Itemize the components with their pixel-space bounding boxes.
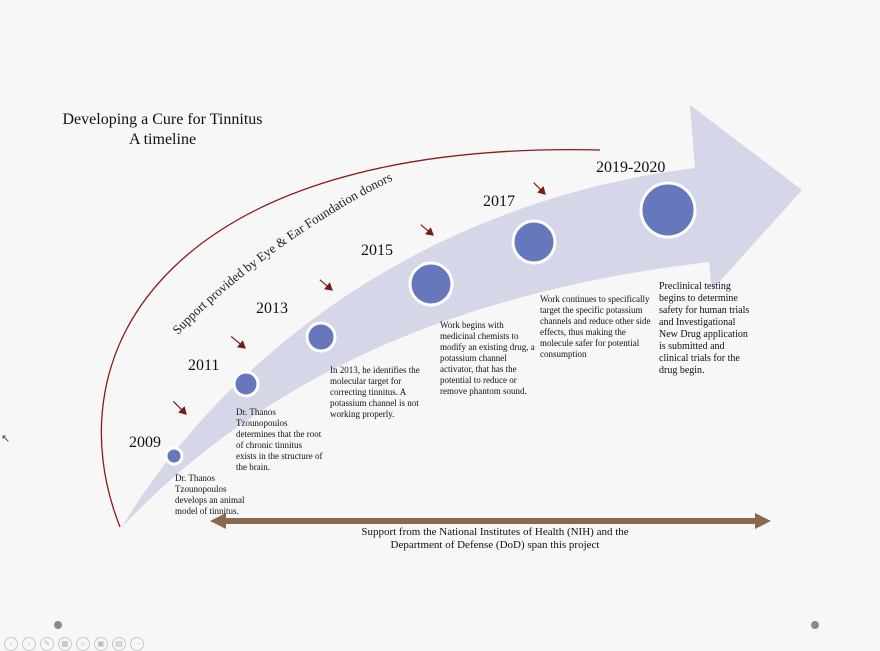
bottom-double-arrow — [210, 513, 771, 529]
curved-arrow — [122, 105, 802, 527]
marker-arrow — [172, 400, 187, 415]
slides-icon[interactable]: ▦ — [58, 637, 72, 651]
next-icon[interactable]: › — [22, 637, 36, 651]
milestone-description: Work continues to specifically target th… — [540, 294, 651, 359]
year-label: 2011 — [188, 357, 220, 374]
zoom-icon[interactable]: ⌕ — [76, 637, 90, 651]
milestone-description: Dr. Thanos Tzounopoulos determines that … — [236, 407, 323, 472]
title-line-1: Developing a Cure for Tinnitus — [62, 111, 263, 128]
milestone-description: Work begins with medicinal chemists to m… — [440, 320, 535, 396]
title-line-2: A timeline — [128, 131, 197, 148]
milestone-circle — [511, 219, 557, 265]
year-label: 2019-2020 — [596, 159, 666, 176]
marker-arrows — [172, 182, 546, 415]
milestone-circle — [232, 370, 260, 398]
more-icon[interactable]: ⋯ — [130, 637, 144, 651]
marker-arrow — [533, 182, 546, 195]
nav-dot-right[interactable] — [811, 621, 819, 629]
page-title: Developing a Cure for Tinnitus A timelin… — [30, 110, 295, 150]
marker-arrow — [319, 279, 333, 291]
year-label: 2015 — [361, 242, 393, 259]
marker-arrow — [230, 335, 246, 349]
screen-icon[interactable]: ▣ — [94, 637, 108, 651]
bottom-support-text: Support from the National Institutes of … — [361, 526, 629, 551]
marker-arrow — [420, 224, 434, 236]
milestone-description: Preclinical testing begins to determine … — [659, 281, 750, 376]
milestone-description: Dr. Thanos Tzounopoulos develops an anim… — [175, 473, 245, 516]
year-label: 2017 — [483, 193, 515, 210]
milestone-circle — [305, 321, 337, 353]
milestone-circle — [408, 261, 454, 307]
year-label: 2013 — [256, 300, 288, 317]
milestone-circle — [164, 446, 184, 466]
prev-icon[interactable]: ‹ — [4, 637, 18, 651]
donor-support-arc — [100, 149, 601, 528]
options-icon[interactable]: ▤ — [112, 637, 126, 651]
pen-icon[interactable]: ✎ — [40, 637, 54, 651]
mouse-cursor-icon: ↖ — [1, 432, 11, 445]
milestone-circles — [164, 181, 697, 466]
year-label: 2009 — [129, 434, 161, 451]
milestone-circle — [639, 181, 697, 239]
milestone-description: In 2013, he identifies the molecular tar… — [330, 365, 420, 419]
presenter-toolbar: ‹ › ✎ ▦ ⌕ ▣ ▤ ⋯ — [4, 637, 144, 651]
nav-dot-left[interactable] — [54, 621, 62, 629]
